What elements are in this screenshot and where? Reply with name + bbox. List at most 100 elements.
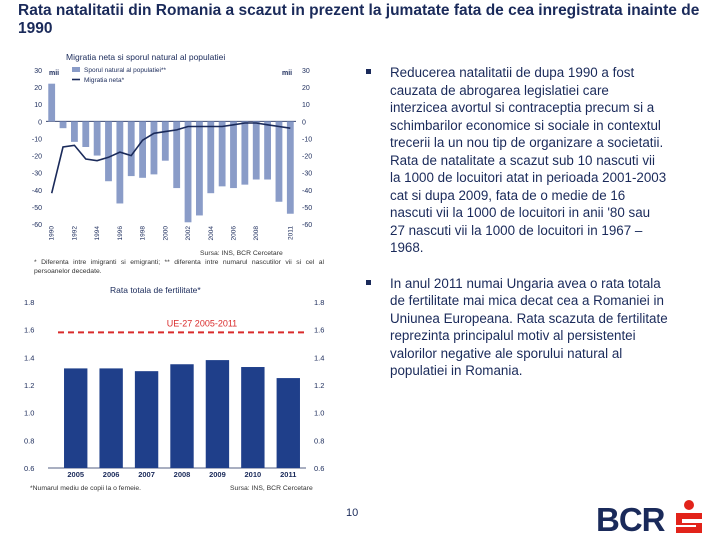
y-tick-left: 20: [34, 85, 42, 92]
chart2-svg: 0.6 0.6 0.8 0.8 1.0 1.0 1.2 1.2 1.4 1.4 1.6 1.6 1.8 1…: [24, 298, 324, 479]
x-tick-label: 2007: [138, 470, 155, 478]
x-tick-label: 2000: [162, 226, 169, 241]
chart1-svg: -60 -60 -50 -50 -40 -40 -30 -30 -20 -20 -10 -10 0 0 10…: [32, 67, 312, 241]
x-tick-label: 2011: [280, 470, 296, 478]
bullet-square-icon: [366, 69, 371, 74]
bar-natural-increase: [48, 83, 56, 122]
bar-natural-increase: [218, 121, 226, 187]
bullet-square-icon: [366, 279, 371, 285]
bar-natural-increase: [207, 121, 215, 194]
y-tick-left: 0: [38, 119, 42, 126]
bar-natural-increase: [264, 121, 271, 180]
bar-natural-increase: [252, 121, 260, 180]
bar-natural-increase: [275, 121, 283, 202]
page-number: 10: [346, 507, 359, 519]
y-tick-right: 0.8: [314, 436, 324, 445]
y-tick-left: 0.8: [24, 436, 34, 445]
bar-natural-increase: [173, 121, 181, 189]
chart2-note: *Numarul mediu de copii la o femeie.: [30, 485, 142, 492]
logo-s-icon: [676, 500, 702, 533]
y-tick-right: 30: [302, 68, 310, 75]
y-tick-right: -10: [302, 136, 312, 143]
y-tick-left: 1.4: [24, 353, 34, 362]
x-tick-label: 1996: [117, 226, 124, 241]
bar-natural-increase: [161, 121, 169, 161]
y-tick-left: 1.6: [24, 326, 34, 335]
logo-text: BCR: [596, 501, 665, 538]
bar-natural-increase: [286, 121, 294, 214]
chart1-note: * Diferenta intre imigranti si emigranti…: [34, 259, 324, 275]
y-tick-left: -60: [32, 222, 42, 229]
bar-natural-increase: [241, 121, 249, 185]
legend-line-label: Migratia neta*: [84, 77, 125, 84]
x-tick-label: 2008: [174, 470, 191, 478]
bar-fertility: [241, 367, 265, 468]
x-tick-label: 2009: [209, 470, 226, 478]
y-tick-right: 1.4: [314, 353, 324, 362]
x-tick-label: 2008: [253, 226, 260, 241]
y-tick-left: -30: [32, 171, 42, 178]
x-tick-label: 1994: [94, 226, 101, 241]
bar-natural-increase: [230, 121, 237, 189]
y-tick-right: 1.6: [314, 326, 324, 335]
chart1-area: -60 -60 -50 -50 -40 -40 -30 -30 -20 -20 -10 -10 0 0 10…: [18, 64, 336, 249]
bar-natural-increase: [184, 121, 192, 223]
y-tick-right: 0: [302, 119, 306, 126]
y-tick-left: 1.0: [24, 409, 34, 418]
bar-natural-increase: [196, 121, 203, 216]
bullet-text: In anul 2011 numai Ungaria avea o rata t…: [390, 275, 668, 379]
x-tick-label: 2006: [103, 470, 120, 478]
y-tick-left: -50: [32, 205, 42, 212]
page-title: Rata natalitatii din Romania a scazut in…: [18, 2, 700, 37]
y-tick-right: -30: [302, 171, 312, 178]
bullet-item: In anul 2011 numai Ungaria avea o rata t…: [362, 275, 668, 380]
y-tick-right: 1.8: [314, 298, 324, 307]
bar-natural-increase: [127, 121, 135, 177]
legend-bar-label: Sporul natural al populatiei**: [84, 67, 166, 74]
x-tick-label: 2006: [231, 226, 238, 241]
chart2-source: Sursa: INS, BCR Cercetare: [230, 485, 313, 492]
legend-bar-swatch: [72, 67, 80, 72]
unit-left: mii: [49, 70, 59, 77]
x-tick-label: 1998: [140, 226, 147, 241]
x-tick-label: 1990: [49, 226, 56, 241]
y-tick-right: 20: [302, 85, 310, 92]
x-tick-label: 1992: [71, 226, 78, 241]
bar-fertility: [170, 364, 194, 468]
line-net-migration: [50, 122, 291, 194]
y-tick-right: -50: [302, 205, 312, 212]
y-tick-right: -20: [302, 154, 312, 161]
x-tick-label: 2010: [245, 470, 262, 478]
bar-natural-increase: [71, 121, 78, 142]
y-tick-left: 10: [34, 102, 42, 109]
y-tick-left: -10: [32, 136, 42, 143]
bar-natural-increase: [59, 121, 67, 129]
bar-natural-increase: [82, 121, 90, 147]
y-tick-right: -60: [302, 222, 312, 229]
y-tick-right: 1.0: [314, 409, 324, 418]
bar-natural-increase: [93, 121, 101, 156]
bar-fertility: [205, 360, 230, 468]
y-tick-right: 10: [302, 102, 310, 109]
eu27-reference-label: UE-27 2005-2011: [167, 318, 237, 328]
bar-natural-increase: [150, 121, 158, 175]
y-tick-right: 1.2: [314, 381, 324, 390]
x-tick-label: 2005: [67, 470, 84, 478]
unit-right: mii: [282, 70, 292, 77]
x-tick-label: 2002: [185, 226, 192, 241]
bar-fertility: [64, 368, 88, 468]
bar-fertility: [99, 368, 123, 468]
bar-natural-increase: [139, 121, 146, 178]
y-tick-left: 30: [34, 68, 42, 75]
chart1-source: Sursa: INS, BCR Cercetare: [200, 250, 283, 257]
bar-natural-increase: [116, 121, 124, 204]
y-tick-left: 1.2: [24, 381, 34, 390]
chart1-title: Migratia neta si sporul natural al popul…: [66, 52, 226, 62]
bullet-list: Reducerea natalitatii de dupa 1990 a fos…: [362, 64, 668, 394]
y-tick-left: -20: [32, 154, 42, 161]
bullet-item: Reducerea natalitatii de dupa 1990 a fos…: [362, 64, 668, 257]
chart2-title: Rata totala de fertilitate*: [110, 285, 201, 295]
y-tick-left: 1.8: [24, 298, 34, 307]
y-tick-right: 0.6: [314, 464, 324, 473]
x-tick-label: 2004: [208, 226, 215, 241]
